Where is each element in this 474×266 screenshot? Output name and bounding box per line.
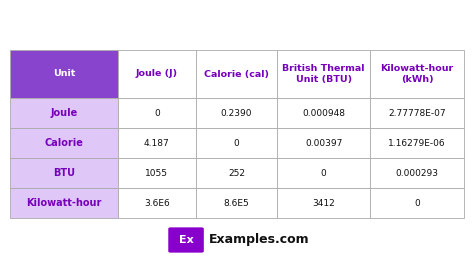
Text: Joule: Joule bbox=[50, 108, 77, 118]
Text: Kilowatt-hour: Kilowatt-hour bbox=[26, 198, 101, 208]
Text: Examples.com: Examples.com bbox=[209, 234, 309, 247]
Text: CONVERSION OF ENERGY UNITS: CONVERSION OF ENERGY UNITS bbox=[56, 13, 418, 32]
Text: BTU: BTU bbox=[53, 168, 75, 178]
Text: Kilowatt-hour
(kWh): Kilowatt-hour (kWh) bbox=[381, 64, 454, 84]
Text: 8.6E5: 8.6E5 bbox=[224, 198, 249, 207]
Text: 2.77778E-07: 2.77778E-07 bbox=[388, 109, 446, 118]
Text: 1.16279E-06: 1.16279E-06 bbox=[388, 139, 446, 148]
Text: Calorie (cal): Calorie (cal) bbox=[204, 69, 269, 78]
Text: 0.000948: 0.000948 bbox=[302, 109, 345, 118]
Text: 4.187: 4.187 bbox=[144, 139, 170, 148]
Text: 0.00397: 0.00397 bbox=[305, 139, 342, 148]
Text: 3412: 3412 bbox=[312, 198, 335, 207]
Text: 0: 0 bbox=[154, 109, 160, 118]
Text: 0.000293: 0.000293 bbox=[395, 168, 438, 177]
Text: 0: 0 bbox=[234, 139, 239, 148]
Text: Calorie: Calorie bbox=[45, 138, 83, 148]
Text: 252: 252 bbox=[228, 168, 245, 177]
Text: 1055: 1055 bbox=[145, 168, 168, 177]
Text: Joule (J): Joule (J) bbox=[136, 69, 178, 78]
Text: 0: 0 bbox=[321, 168, 327, 177]
Text: 0: 0 bbox=[414, 198, 420, 207]
Text: 3.6E6: 3.6E6 bbox=[144, 198, 170, 207]
Text: Unit: Unit bbox=[53, 69, 75, 78]
Text: British Thermal
Unit (BTU): British Thermal Unit (BTU) bbox=[283, 64, 365, 84]
Text: 0.2390: 0.2390 bbox=[221, 109, 252, 118]
Text: Ex: Ex bbox=[179, 235, 193, 245]
